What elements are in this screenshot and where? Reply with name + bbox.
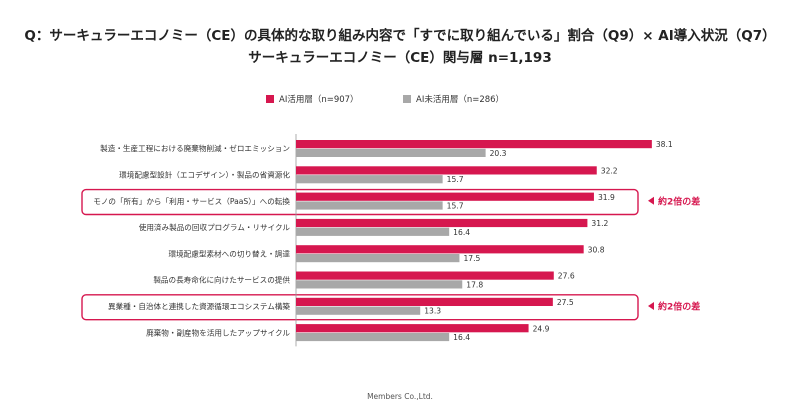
- legend-swatch-non-ai-users: [403, 95, 411, 103]
- data-label-non-ai-users: 16.4: [453, 228, 470, 237]
- category-label: 製造・生産工程における廃棄物削減・ゼロエミッション: [100, 143, 290, 153]
- data-label-non-ai-users: 16.4: [453, 333, 470, 342]
- highlight-box: [81, 188, 639, 216]
- bar-ai-users: [296, 192, 594, 201]
- bar-non-ai-users: [296, 280, 463, 289]
- bar-non-ai-users: [296, 148, 486, 157]
- data-label-ai-users: 32.2: [601, 167, 618, 176]
- bar-ai-users: [296, 324, 529, 333]
- legend-item-non-ai-users: AI未活用層（n=286）: [403, 93, 504, 105]
- highlight-arrow-icon: [648, 302, 654, 310]
- highlight-label: 約2倍の差: [658, 301, 700, 313]
- category-label: モノの「所有」から「利用・サービス（PaaS）」への転換: [93, 196, 290, 206]
- data-label-ai-users: 24.9: [533, 324, 550, 333]
- legend-item-ai-users: AI活用層（n=907）: [266, 93, 359, 105]
- footer-credit: Members Co.,Ltd.: [367, 392, 433, 401]
- highlight-box: [81, 294, 639, 321]
- bar-non-ai-users: [296, 227, 450, 236]
- bar-ai-users: [296, 166, 597, 175]
- highlight-label: 約2倍の差: [658, 195, 700, 207]
- data-label-non-ai-users: 15.7: [447, 202, 464, 211]
- bar-ai-users: [296, 271, 554, 280]
- category-label: 環境配慮型設計（エコデザイン）・製品の省資源化: [119, 170, 290, 180]
- bar-ai-users: [296, 140, 652, 149]
- data-label-non-ai-users: 13.3: [424, 307, 441, 316]
- bar-non-ai-users: [296, 254, 460, 263]
- data-label-non-ai-users: 17.5: [463, 254, 480, 263]
- chart-title-line1: Q：サーキュラーエコノミー（CE）の具体的な取り組み内容で「すでに取り組んでいる…: [24, 28, 776, 44]
- bar-non-ai-users: [296, 201, 443, 210]
- category-label: 廃棄物・副産物を活用したアップサイクル: [146, 327, 290, 337]
- bar-non-ai-users: [296, 306, 421, 315]
- bar-ai-users: [296, 297, 553, 306]
- category-label: 異業種・自治体と連携した資源循環エコシステム構築: [108, 301, 290, 311]
- bar-ai-users: [296, 245, 584, 254]
- legend-swatch-ai-users: [266, 95, 274, 103]
- data-label-ai-users: 27.6: [558, 272, 575, 281]
- data-label-ai-users: 27.5: [557, 298, 574, 307]
- category-label: 製品の長寿命化に向けたサービスの提供: [153, 275, 290, 285]
- category-label: 使用済み製品の回収プログラム・リサイクル: [139, 222, 291, 232]
- chart-title-line2: サーキュラーエコノミー（CE）関与層 n=1,193: [248, 50, 552, 66]
- category-label: 環境配慮型素材への切り替え・調達: [169, 248, 291, 258]
- legend-label-non-ai-users: AI未活用層（n=286）: [416, 95, 505, 105]
- data-label-ai-users: 31.2: [591, 219, 608, 228]
- data-label-ai-users: 31.9: [598, 193, 615, 202]
- legend-label-ai-users: AI活用層（n=907）: [279, 95, 359, 105]
- highlight-arrow-icon: [648, 196, 654, 205]
- data-label-ai-users: 38.1: [656, 140, 673, 149]
- data-label-ai-users: 30.8: [588, 245, 605, 254]
- bar-ai-users: [296, 218, 588, 228]
- data-label-non-ai-users: 20.3: [490, 149, 507, 158]
- bar-non-ai-users: [296, 175, 443, 184]
- data-label-non-ai-users: 17.8: [466, 280, 483, 289]
- data-label-non-ai-users: 15.7: [447, 175, 464, 184]
- bar-non-ai-users: [296, 332, 450, 342]
